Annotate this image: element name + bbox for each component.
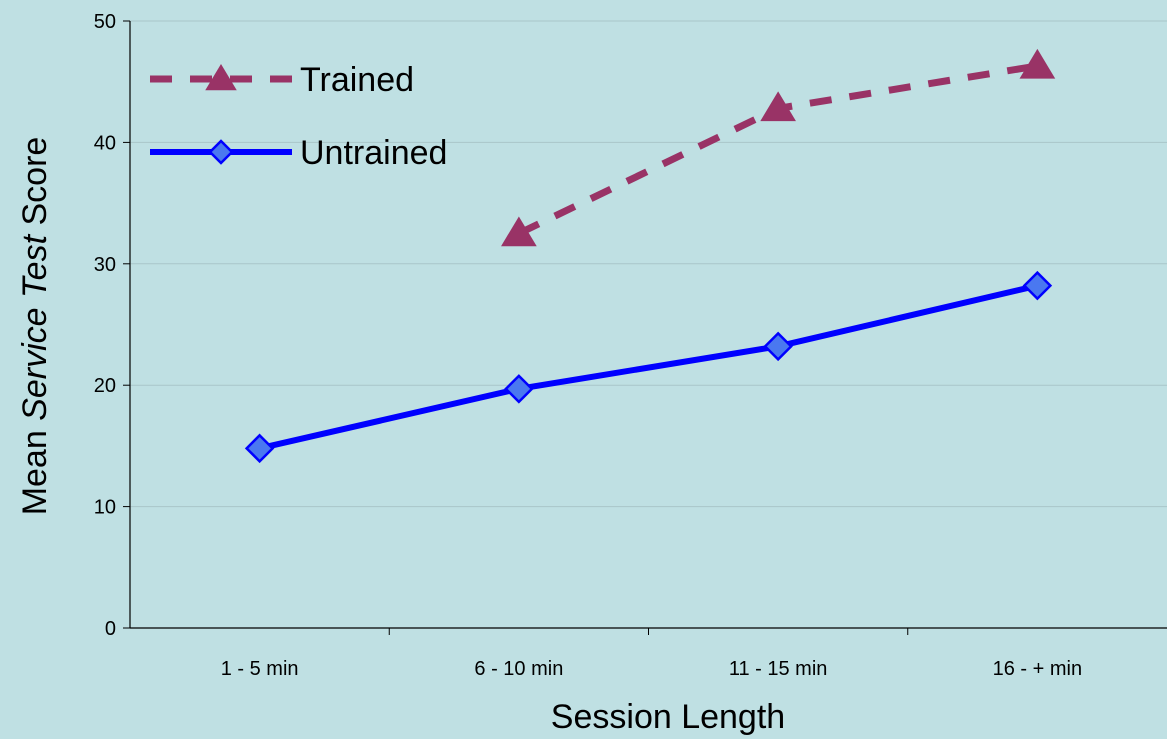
legend-label: Untrained	[300, 134, 447, 172]
legend-item-trained: Trained	[150, 61, 414, 99]
y-tick-label: 20	[94, 375, 116, 397]
data-point-triangle	[1019, 48, 1056, 79]
data-point-diamond	[1022, 270, 1053, 301]
gridlines	[130, 20, 1167, 508]
x-tick-label: 1 - 5 min	[221, 658, 299, 680]
series-trained	[501, 48, 1056, 247]
x-tick-label: 6 - 10 min	[474, 658, 563, 680]
legend-label: Trained	[300, 61, 414, 99]
x-tick-labels: 1 - 5 min 6 - 10 min 11 - 15 min 16 - + min	[221, 658, 1082, 680]
y-axis-title-part: Mean	[16, 421, 54, 516]
y-axis-title: Mean Service Test Score	[16, 137, 54, 516]
legend-marker-diamond	[208, 139, 234, 165]
x-tick-label: 11 - 15 min	[729, 658, 828, 680]
series-untrained	[244, 270, 1053, 464]
legend-marker-triangle	[205, 64, 237, 91]
legend-item-untrained: Untrained	[150, 134, 447, 172]
y-tick-labels: 0 10 20 30 40 50	[94, 11, 116, 640]
y-axis-title-part: Score	[16, 137, 54, 235]
y-tick-label: 0	[105, 618, 116, 640]
y-tick-label: 40	[94, 132, 116, 154]
y-axis-title-part: Service Test	[16, 233, 54, 420]
series-group	[244, 48, 1056, 464]
y-tick-label: 30	[94, 254, 116, 276]
series-line	[258, 282, 1039, 452]
y-tick-label: 10	[94, 497, 116, 519]
legend: Trained Untrained	[150, 61, 447, 172]
data-point-triangle	[760, 91, 796, 122]
x-axis-title: Session Length	[551, 698, 785, 736]
y-tick-label: 50	[94, 11, 116, 33]
data-point-diamond	[244, 433, 275, 464]
data-point-diamond	[763, 331, 793, 362]
data-point-diamond	[504, 374, 534, 404]
data-point-triangle	[501, 216, 537, 247]
x-tick-label: 16 - + min	[993, 658, 1082, 680]
axes	[123, 20, 1167, 635]
